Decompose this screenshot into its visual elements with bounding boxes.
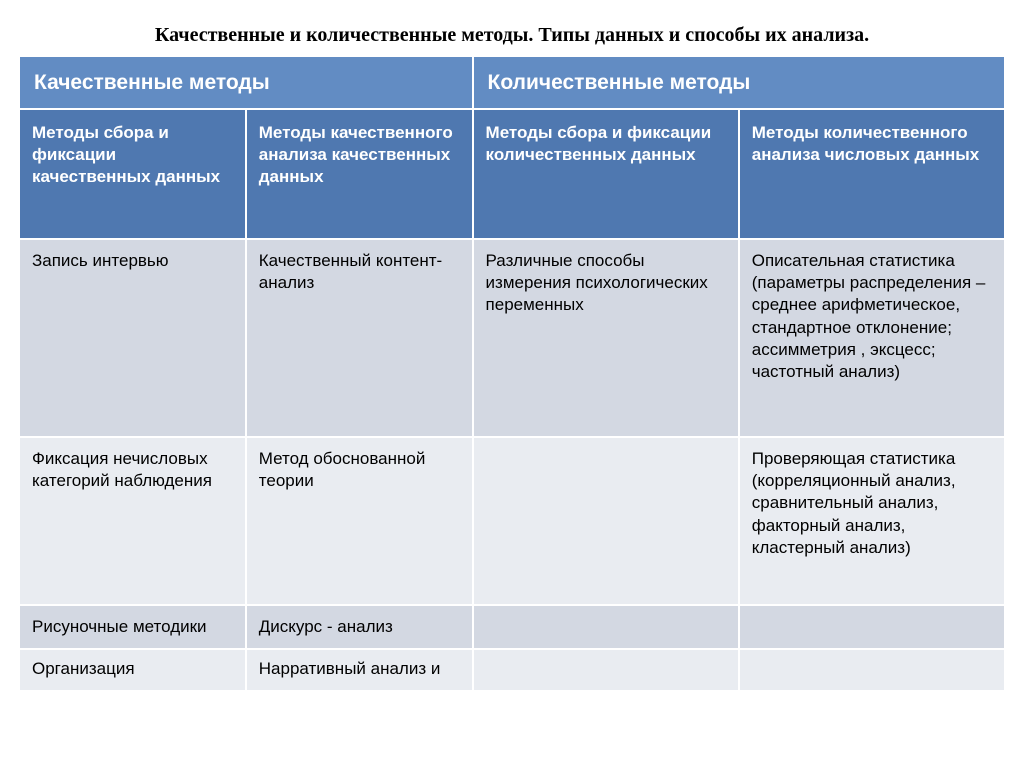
cell: Нарративный анализ и [246, 649, 473, 691]
table-row: Запись интервью Качественный контент-ана… [19, 239, 1005, 437]
table-row: Рисуночные методики Дискурс - анализ [19, 605, 1005, 649]
table-row: Организация Нарративный анализ и [19, 649, 1005, 691]
cell: Описательная статистика (параметры распр… [739, 239, 1005, 437]
cell: Качественный контент-анализ [246, 239, 473, 437]
table-header-row-2: Методы сбора и фиксации качественных дан… [19, 109, 1005, 239]
cell [473, 605, 739, 649]
table-row: Фиксация нечисловых категорий наблюдения… [19, 437, 1005, 605]
page-title: Качественные и количественные методы. Ти… [18, 22, 1006, 49]
cell [739, 605, 1005, 649]
subheader-c4: Методы количественного анализа числовых … [739, 109, 1005, 239]
cell: Метод обоснованной теории [246, 437, 473, 605]
header-qualitative: Качественные методы [19, 56, 473, 109]
cell [473, 649, 739, 691]
cell [473, 437, 739, 605]
cell [739, 649, 1005, 691]
cell: Рисуночные методики [19, 605, 246, 649]
cell: Запись интервью [19, 239, 246, 437]
cell: Организация [19, 649, 246, 691]
table-header-row-1: Качественные методы Количественные метод… [19, 56, 1005, 109]
cell: Дискурс - анализ [246, 605, 473, 649]
subheader-c3: Методы сбора и фиксации количественных д… [473, 109, 739, 239]
cell: Проверяющая статистика (корреляционный а… [739, 437, 1005, 605]
cell: Фиксация нечисловых категорий наблюдения [19, 437, 246, 605]
slide: Качественные и количественные методы. Ти… [0, 0, 1024, 692]
subheader-c2: Методы качественного анализа качественны… [246, 109, 473, 239]
cell: Различные способы измерения психологичес… [473, 239, 739, 437]
subheader-c1: Методы сбора и фиксации качественных дан… [19, 109, 246, 239]
header-quantitative: Количественные методы [473, 56, 1005, 109]
methods-table: Качественные методы Количественные метод… [18, 55, 1006, 692]
